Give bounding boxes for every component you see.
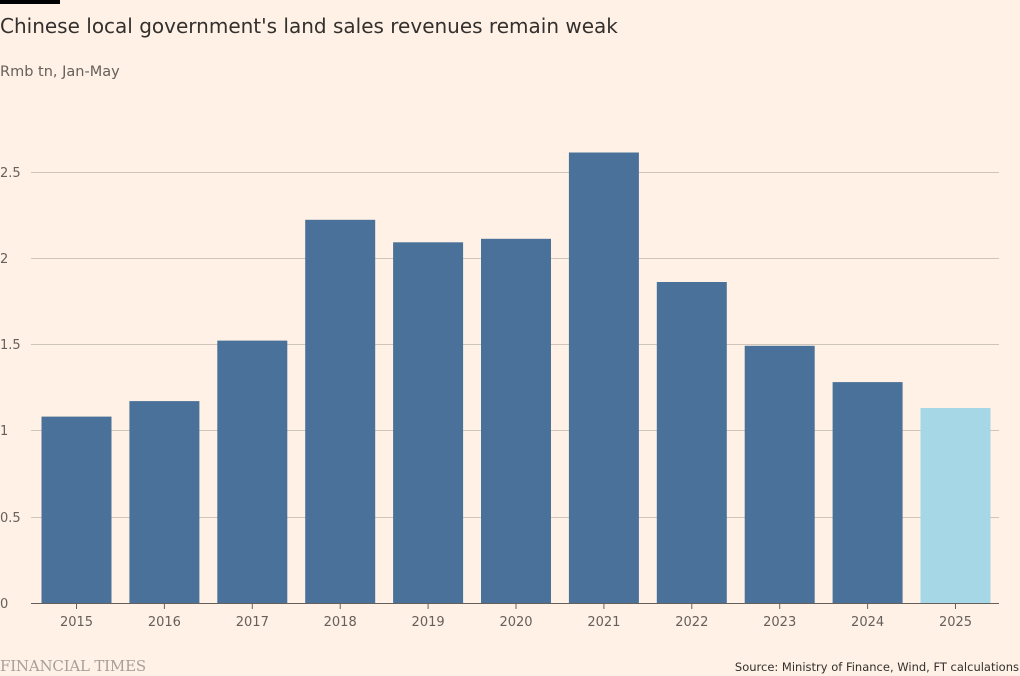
bar-2017 <box>217 340 288 603</box>
bar-2016 <box>129 401 200 603</box>
bar-2025 <box>920 408 991 603</box>
x-tick-label: 2020 <box>499 615 532 630</box>
bar-2023 <box>744 345 815 603</box>
chart-title: Chinese local government's land sales re… <box>0 14 618 38</box>
y-tick-label: 0 <box>0 597 8 612</box>
y-tick-label: 2.5 <box>0 166 21 181</box>
y-tick-label: 0.5 <box>0 511 21 526</box>
x-tick-label: 2025 <box>939 615 972 630</box>
bar-2019 <box>393 242 464 604</box>
source-note: Source: Ministry of Finance, Wind, FT ca… <box>734 660 1019 674</box>
bar-2015 <box>41 416 112 603</box>
x-tick-label: 2024 <box>851 615 884 630</box>
x-tick-label: 2015 <box>60 615 93 630</box>
x-tick-label: 2018 <box>324 615 357 630</box>
bar-2022 <box>656 282 727 603</box>
y-tick-label: 1 <box>0 424 8 439</box>
x-tick-label: 2023 <box>763 615 796 630</box>
x-tick-label: 2021 <box>587 615 620 630</box>
x-tick-label: 2016 <box>148 615 181 630</box>
financial-times-logo: FINANCIAL TIMES <box>0 657 146 675</box>
bar-2024 <box>832 382 903 603</box>
bar-2021 <box>568 152 639 603</box>
chart-subtitle: Rmb tn, Jan-May <box>0 64 120 80</box>
x-tick-label: 2019 <box>412 615 445 630</box>
bar-2020 <box>481 238 551 604</box>
y-tick-label: 1.5 <box>0 338 21 353</box>
x-tick-label: 2017 <box>236 615 269 630</box>
brand-accent-bar <box>0 0 60 4</box>
bar-2018 <box>305 219 376 604</box>
y-tick-label: 2 <box>0 252 8 267</box>
x-tick-label: 2022 <box>675 615 708 630</box>
